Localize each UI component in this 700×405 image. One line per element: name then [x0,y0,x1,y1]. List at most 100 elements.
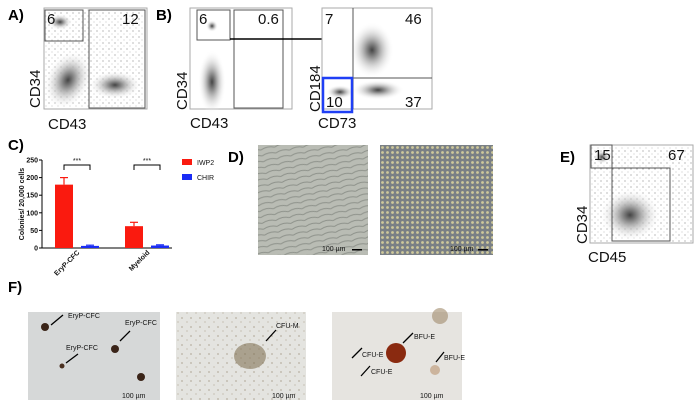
scale-bar-label: 100 µm [272,393,296,400]
y-axis-label: CD34 [574,206,591,244]
gate [590,144,613,169]
gate-value: 67 [668,147,685,164]
colony-label: EryP-CFC [68,313,100,320]
colony [234,343,266,369]
quadrant-value: 7 [325,11,333,28]
scale-bar [352,249,362,251]
significance-label: *** [143,158,151,165]
contour-population [44,51,92,109]
colony [59,363,65,369]
y-tick-label: 150 [26,193,38,200]
contour-population [350,22,394,78]
scale-bar-label: 100 µm [420,393,444,400]
panel-label: C) [8,137,24,154]
y-axis-label: Colonies/ 20,000 cells [19,168,26,240]
arrow-icon [265,329,277,342]
quadrant-value: 46 [405,11,422,28]
panel-f: F) EryP-CFC EryP-CFC EryP-CFC 100 µm CFU… [8,279,465,400]
legend-label: CHIR [197,175,214,182]
arrow-icon [351,332,445,377]
highlight-gate [321,76,354,114]
contour-population [600,189,660,241]
colony-label: CFU-E [371,369,393,376]
panel-d: D) 100 µm 100 µm [228,145,493,255]
panel-c-chart: C) Colonies/ 20,000 cells 0 50 100 150 200 25… [8,137,214,278]
colony [430,365,440,375]
microscopy-image-cells [380,145,493,255]
bar-chir [81,245,99,248]
legend-label: IWP2 [197,160,214,167]
colony [432,308,448,324]
significance-label: *** [73,158,81,165]
colony-label: BFU-E [444,355,465,362]
gate [44,9,84,42]
quadrant-value: 10 [326,94,343,111]
contour-population [326,85,354,99]
contour-population [206,20,218,32]
y-axis-label: CD34 [27,70,44,108]
y-tick-label: 50 [30,228,38,235]
colony-label: BFU-E [414,334,435,341]
y-tick-label: 100 [26,210,38,217]
panel-label: A) [8,7,24,24]
gate-value: 6 [47,11,55,28]
x-axis-label: CD45 [588,249,626,266]
y-tick-label: 0 [34,246,38,253]
gate-value: 6 [199,11,207,28]
gate-value: 15 [594,147,611,164]
significance-bracket [63,164,91,170]
scale-bar-label: 100 µm [122,393,146,400]
gate [233,9,284,109]
colony [137,373,145,381]
y-axis-label: CD34 [174,72,191,110]
gate [196,9,231,41]
panel-label: F) [8,279,22,296]
colony-image-eryp [28,312,160,400]
contour-population [48,14,72,30]
significance-bracket [133,164,161,170]
colony-label: EryP-CFC [125,320,157,327]
x-axis-label: CD43 [190,115,228,132]
legend-swatch [182,159,192,165]
panel-e: E) 15 67 CD34 CD45 [560,144,694,266]
scale-bar-label: 100 µm [450,246,474,253]
colony-label: EryP-CFC [66,345,98,352]
bar-chir [151,245,169,248]
contour-population [352,80,404,100]
colony [386,343,406,363]
gate [611,167,671,242]
scale-bar-label: 100 µm [322,246,346,253]
x-tick-label: Myeloid [128,249,151,272]
x-axis-label: CD43 [48,116,86,133]
contour-population [594,150,610,164]
colony [111,345,119,353]
legend-swatch [182,174,192,180]
panel-label: E) [560,149,575,166]
colony-label: CFU-M [276,323,299,330]
panel-a: A) 6 12 CD34 CD43 [8,7,148,133]
x-axis-label: CD73 [318,115,356,132]
quadrant-value: 37 [405,94,422,111]
y-axis-label: CD184 [307,65,324,112]
gate-value: 12 [122,11,139,28]
colony [41,323,49,331]
bar-iwp2 [125,226,143,248]
gate [88,9,146,109]
panel-label: B) [156,7,172,24]
gate-value: 0.6 [258,11,279,28]
arrow-icon [50,314,131,364]
bar-iwp2 [55,184,73,248]
colony-label: CFU-E [362,352,384,359]
x-tick-label: EryP-CFC [53,249,81,277]
panel-label: D) [228,149,244,166]
contour-population [198,50,226,114]
y-tick-label: 250 [26,158,38,165]
contour-population [89,71,141,99]
scale-bar [478,249,488,251]
panel-b: B) 6 0.6 CD34 CD43 [156,7,346,132]
panel-b-quadrant: 7 46 10 37 CD184 CD73 [307,7,433,132]
y-tick-label: 200 [26,175,38,182]
microscopy-image-stroma [258,145,368,255]
